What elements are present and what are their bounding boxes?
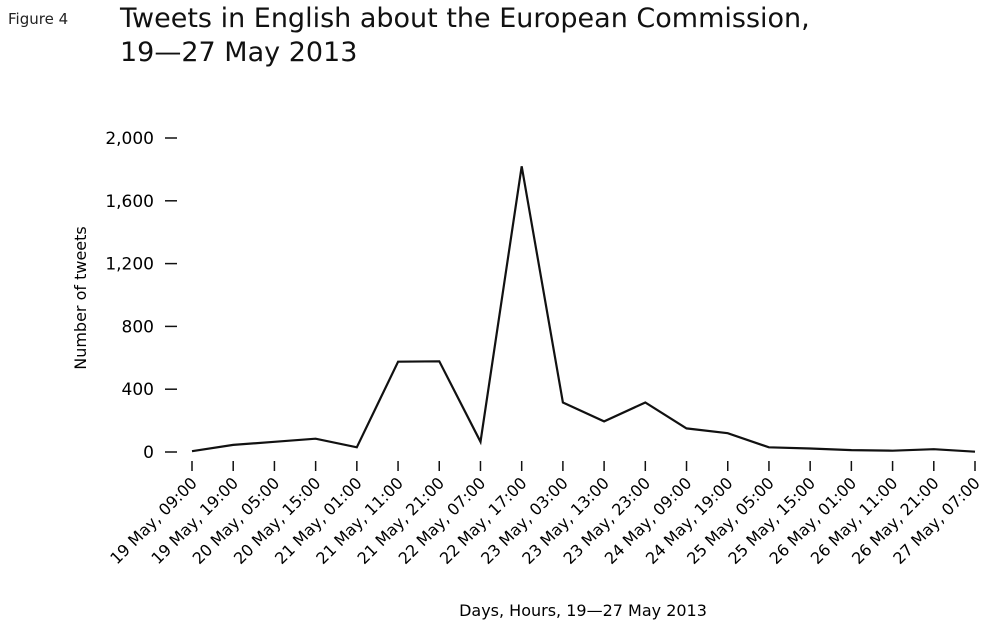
series-line xyxy=(191,166,976,453)
y-tick-label: 1,200 xyxy=(105,255,154,275)
y-tick-label: 1,600 xyxy=(105,192,154,212)
x-axis-label: Days, Hours, 19—27 May 2013 xyxy=(459,601,707,620)
y-tick-label: 0 xyxy=(143,443,154,463)
chart-title: Tweets in English about the European Com… xyxy=(120,2,810,70)
figure-label: Figure 4 xyxy=(8,10,69,28)
y-axis-label: Number of tweets xyxy=(71,226,90,370)
chart-title-line-1: Tweets in English about the European Com… xyxy=(120,3,810,34)
series-group xyxy=(191,166,976,453)
y-tick-label: 400 xyxy=(122,380,154,400)
y-tick-label: 2,000 xyxy=(105,129,154,149)
y-tick-label: 800 xyxy=(122,317,154,337)
y-axis: 0 400 800 1,200 1,600 2,000 xyxy=(105,129,177,463)
chart-title-line-2: 19—27 May 2013 xyxy=(120,37,358,68)
